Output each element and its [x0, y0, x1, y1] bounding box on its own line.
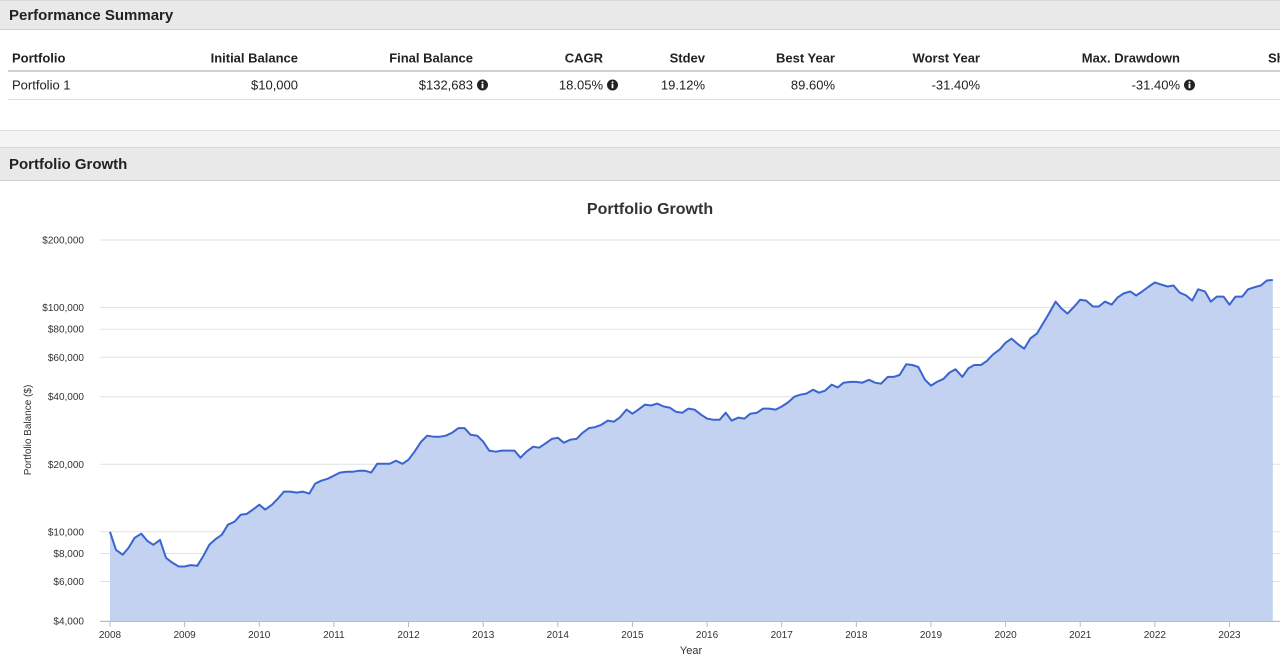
x-tick-label: 2009 [174, 630, 197, 641]
cell-text: Portfolio [12, 50, 66, 66]
column-header: Max. Drawdown [1082, 51, 1180, 66]
x-tick-label: 2013 [472, 630, 495, 641]
y-tick-label: $200,000 [42, 236, 84, 247]
x-tick-label: 2015 [621, 630, 644, 641]
y-tick-label: $20,000 [48, 460, 85, 471]
table-cell: -31.40% [932, 78, 980, 93]
row-rule [8, 99, 1280, 100]
cell-text: Final Balance [389, 50, 473, 66]
cell-text: Best Year [775, 50, 835, 66]
x-tick-label: 2022 [1144, 630, 1167, 641]
column-header: Worst Year [913, 51, 980, 66]
x-axis-label: Year [680, 645, 703, 654]
table-cell: 19.12% [661, 78, 705, 93]
table-cell: -31.40% [1132, 78, 1195, 93]
column-header: Portfolio [12, 51, 65, 66]
x-tick-label: 2008 [99, 630, 122, 641]
column-header: CAGR [565, 51, 603, 66]
cell-text: 19.12% [660, 77, 705, 93]
table-cell: Portfolio 1 [12, 78, 71, 93]
line [109, 279, 1273, 568]
x-tick-label: 2016 [696, 630, 719, 641]
cell-text: -31.40% [1131, 77, 1180, 93]
cell-text: Sh [1268, 50, 1280, 66]
y-tick-label: $40,000 [48, 392, 85, 403]
x-tick-label: 2021 [1069, 630, 1092, 641]
chart: Portfolio Growth Portfolio Balance ($) Y… [23, 201, 1280, 654]
x-tick-label: 2023 [1218, 630, 1241, 641]
column-header: Best Year [776, 51, 835, 66]
column-header: Final Balance [389, 51, 473, 66]
section-title: Portfolio Growth [9, 155, 128, 173]
chart-title: Portfolio Growth [587, 201, 713, 218]
x-tick-label: 2018 [845, 630, 868, 641]
cell-text: Max. Drawdown [1081, 50, 1180, 66]
info-icon[interactable] [1184, 79, 1195, 91]
cell-text: 89.60% [790, 77, 835, 93]
cell-text: CAGR [564, 50, 603, 66]
column-header: Initial Balance [211, 51, 298, 66]
x-tick-label: 2010 [248, 630, 271, 641]
y-tick-label: $10,000 [48, 527, 85, 538]
y-tick-label: $80,000 [48, 325, 85, 336]
cell-text: Portfolio 1 [12, 77, 71, 93]
x-tick-label: 2020 [994, 630, 1017, 641]
info-icon[interactable] [607, 79, 618, 91]
y-tick-label: $8,000 [53, 549, 84, 560]
section-title: Performance Summary [9, 6, 174, 24]
table-cell: 89.60% [791, 78, 835, 93]
x-tick-label: 2011 [323, 630, 345, 641]
x-tick-label: 2014 [547, 630, 570, 641]
cell-text: Stdev [669, 50, 705, 66]
y-tick-label: $6,000 [53, 577, 84, 588]
header-rule [8, 70, 1280, 72]
column-header: Stdev [670, 51, 705, 66]
section-gap [0, 130, 1280, 148]
section-header: Portfolio Growth [0, 147, 1280, 181]
y-tick-label: $4,000 [53, 617, 84, 628]
x-tick-label: 2017 [771, 630, 794, 641]
info-icon[interactable] [477, 79, 488, 91]
area [110, 280, 1273, 621]
cell-text: 18.05% [558, 77, 603, 93]
table-cell: $10,000 [251, 78, 298, 93]
x-tick-label: 2012 [397, 630, 420, 641]
cell-text: -31.40% [931, 77, 980, 93]
section-header: Performance Summary [0, 0, 1280, 30]
table-cell: 18.05% [559, 78, 618, 93]
cell-text: Initial Balance [210, 50, 298, 66]
x-tick-label: 2019 [920, 630, 943, 641]
table-cell: $132,683 [419, 78, 488, 93]
y-tick-label: $60,000 [48, 353, 85, 364]
cell-text: $132,683 [418, 77, 473, 93]
y-axis-label: Portfolio Balance ($) [23, 385, 34, 476]
y-tick-label: $100,000 [42, 303, 84, 314]
cell-text: $10,000 [251, 77, 298, 93]
column-header: Sh [1268, 51, 1280, 66]
cell-text: Worst Year [912, 50, 980, 66]
